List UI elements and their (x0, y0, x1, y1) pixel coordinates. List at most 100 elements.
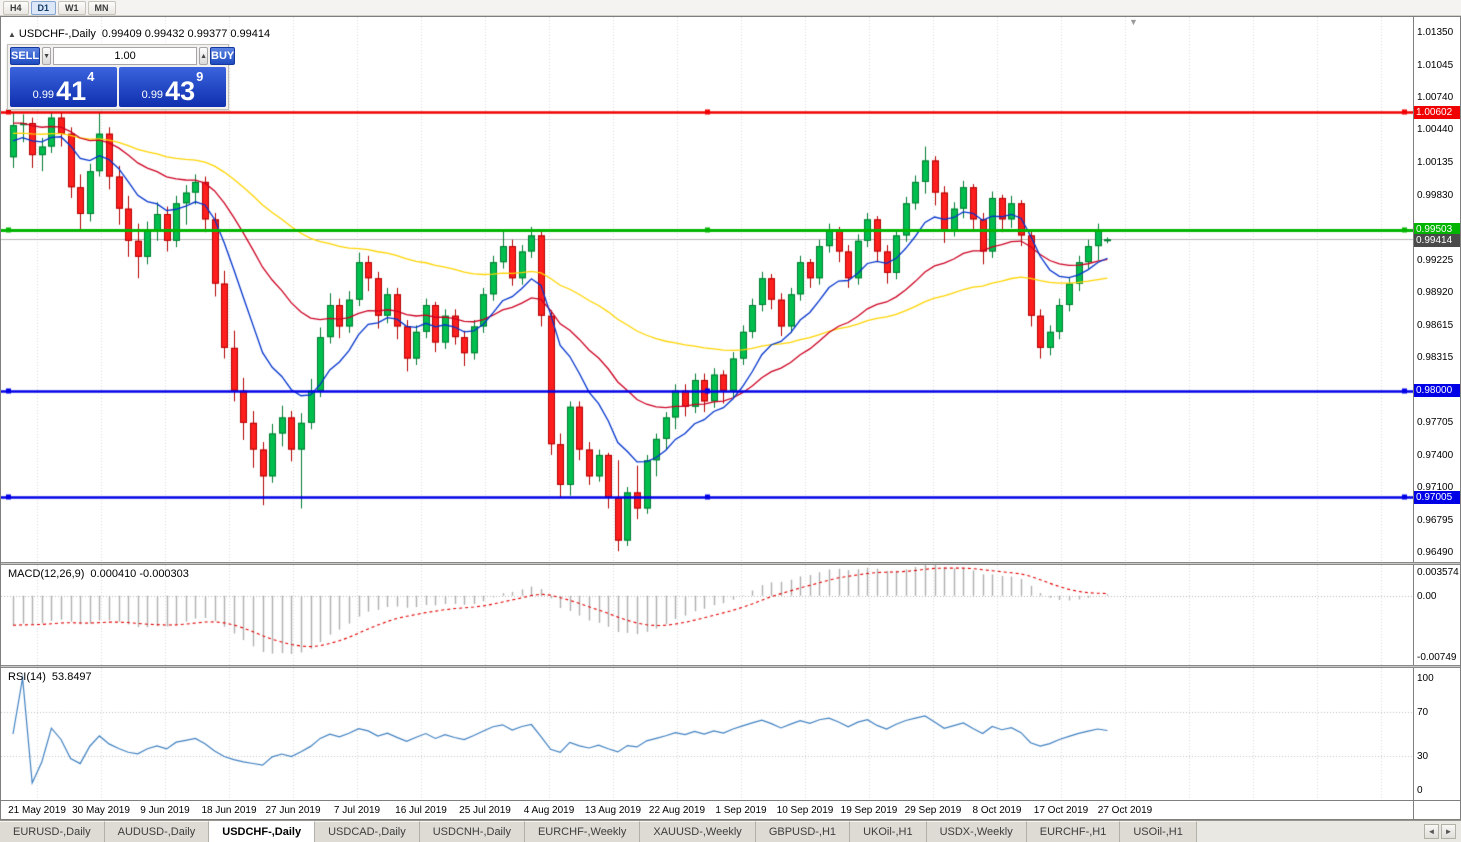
sell-price-prefix: 0.99 (32, 89, 55, 101)
rsi-pane: RSI(14) 53.8497 100 70 30 0 (1, 668, 1460, 800)
pane-separator[interactable] (1, 665, 1460, 668)
macd-scale-tick: 0.003574 (1417, 567, 1459, 578)
date-axis-label: 8 Oct 2019 (972, 805, 1022, 816)
date-axis-label: 10 Sep 2019 (776, 805, 834, 816)
price-scale-tick: 1.00135 (1417, 157, 1454, 169)
price-scale-tick: 0.99830 (1417, 189, 1454, 201)
rsi-scale[interactable]: 100 70 30 0 (1413, 668, 1460, 800)
tabbar-scroll-left-icon[interactable]: ◄ (1424, 824, 1439, 839)
timeframe-mn-button[interactable]: MN (87, 0, 116, 15)
chart-tab-usdcnh-daily[interactable]: USDCNH-,Daily (419, 821, 525, 842)
buy-price-sup: 9 (196, 69, 204, 84)
volume-increase-button[interactable]: ▲ (199, 47, 208, 65)
buy-price-display[interactable]: 0.99 43 9 (119, 67, 226, 107)
date-axis-label: 4 Aug 2019 (523, 805, 575, 816)
chart-tab-gbpusd-h1[interactable]: GBPUSD-,H1 (755, 821, 851, 842)
date-axis-label: 13 Aug 2019 (584, 805, 642, 816)
timeframe-d1-button[interactable]: D1 (30, 0, 57, 15)
date-axis-label: 7 Jul 2019 (333, 805, 381, 816)
buy-button[interactable]: BUY (210, 47, 236, 65)
timeframe-h4-button[interactable]: H4 (3, 0, 29, 15)
macd-values: 0.000410 -0.000303 (90, 568, 189, 580)
price-tag-0.99503: 0.99503 (1414, 223, 1460, 237)
price-scale-tick: 0.98920 (1417, 287, 1454, 299)
price-scale-tick: 1.01045 (1417, 59, 1454, 71)
buy-price-prefix: 0.99 (141, 89, 164, 101)
price-scale-tick: 0.99225 (1417, 254, 1454, 266)
price-scale[interactable]: 1.01350 1.01045 1.00740 1.00440 1.00135 0.998… (1413, 17, 1460, 562)
price-scale-tick: 0.96795 (1417, 514, 1454, 526)
rsi-value: 53.8497 (51, 671, 92, 683)
price-scale-tick: 1.00740 (1417, 92, 1454, 104)
date-axis-label: 29 Sep 2019 (904, 805, 962, 816)
rsi-scale-tick: 100 (1417, 673, 1434, 684)
macd-label: MACD(12,26,9) 0.000410 -0.000303 (8, 568, 189, 580)
pane-separator[interactable] (1, 562, 1460, 565)
sell-price-sup: 4 (87, 69, 95, 84)
chart-tab-eurusd-daily[interactable]: EURUSD-,Daily (0, 821, 105, 842)
price-scale-tick: 1.01350 (1417, 26, 1454, 38)
buy-price-big: 43 (165, 76, 196, 106)
main-chart-canvas[interactable] (1, 17, 1413, 562)
price-scale-tick: 0.97705 (1417, 417, 1454, 429)
date-axis-label: 25 Jul 2019 (459, 805, 511, 816)
chart-tab-ukoil-h1[interactable]: UKOil-,H1 (850, 821, 927, 842)
price-tag-0.97005: 0.97005 (1414, 490, 1460, 504)
date-axis-label: 27 Oct 2019 (1097, 805, 1153, 816)
chart-tab-eurchf-weekly[interactable]: EURCHF-,Weekly (524, 821, 641, 842)
price-scale-tick: 0.97100 (1417, 482, 1454, 494)
rsi-scale-tick: 0 (1417, 785, 1423, 796)
timeframe-toolbar: H4 D1 W1 MN (0, 0, 1461, 16)
chart-tab-eurchf-h1[interactable]: EURCHF-,H1 (1026, 821, 1121, 842)
chart-tab-usdcad-daily[interactable]: USDCAD-,Daily (315, 821, 420, 842)
volume-decrease-button[interactable]: ▼ (42, 47, 52, 65)
price-pane: ▼ ▲ USDCHF-,Daily 0.99409 0.99432 0.99377 … (1, 17, 1460, 562)
chart-window: ▼ ▲ USDCHF-,Daily 0.99409 0.99432 0.99377 … (0, 16, 1461, 820)
price-scale-tick: 0.97400 (1417, 449, 1454, 461)
sell-price-display[interactable]: 0.99 41 4 (10, 67, 117, 107)
date-axis-label: 19 Sep 2019 (840, 805, 898, 816)
price-scale-tick: 0.98615 (1417, 319, 1454, 331)
macd-pane: MACD(12,26,9) 0.000410 -0.000303 0.003574… (1, 565, 1460, 665)
current-price-tag: 0.99414 (1414, 233, 1460, 247)
chart-symbol-period: USDCHF-,Daily (18, 28, 96, 40)
chart-shift-marker-icon[interactable]: ▼ (1129, 17, 1138, 27)
date-axis-label: 27 Jun 2019 (265, 805, 321, 816)
sell-price-big: 41 (56, 76, 87, 106)
tabbar-scroll-controls: ◄ ► (1419, 821, 1461, 842)
macd-canvas[interactable] (1, 565, 1413, 665)
sell-button[interactable]: SELL (10, 47, 41, 65)
date-axis-label: 21 May 2019 (8, 805, 66, 816)
tabbar-scroll-right-icon[interactable]: ► (1441, 824, 1456, 839)
date-axis-label: 30 May 2019 (72, 805, 130, 816)
axis-corner-divider (1413, 801, 1414, 820)
macd-scale-tick: 0.00 (1417, 590, 1437, 602)
date-axis-label: 17 Oct 2019 (1033, 805, 1089, 816)
date-axis-label: 18 Jun 2019 (201, 805, 257, 816)
one-click-toggle-icon[interactable]: ▲ (8, 30, 16, 39)
volume-input[interactable] (53, 47, 198, 65)
chart-tab-audusd-daily[interactable]: AUDUSD-,Daily (104, 821, 210, 842)
date-axis-label: 16 Jul 2019 (395, 805, 447, 816)
rsi-canvas[interactable] (1, 668, 1413, 800)
chart-tab-usdx-weekly[interactable]: USDX-,Weekly (926, 821, 1027, 842)
rsi-label: RSI(14) 53.8497 (8, 671, 92, 683)
chart-tab-usdchf-daily[interactable]: USDCHF-,Daily (209, 821, 316, 842)
chart-tab-bar: EURUSD-,Daily AUDUSD-,Daily USDCHF-,Daily U… (0, 820, 1461, 842)
price-tag-0.98000: 0.98000 (1414, 384, 1460, 398)
price-scale-tick: 1.00440 (1417, 124, 1454, 136)
date-axis-label: 1 Sep 2019 (715, 805, 767, 816)
chart-tab-xauusd-weekly[interactable]: XAUUSD-,Weekly (640, 821, 756, 842)
chart-tab-usoil-h1[interactable]: USOil-,H1 (1120, 821, 1197, 842)
date-axis-label: 22 Aug 2019 (648, 805, 706, 816)
timeframe-w1-button[interactable]: W1 (58, 0, 86, 15)
rsi-scale-tick: 70 (1417, 706, 1429, 718)
macd-scale[interactable]: 0.003574 0.00 -0.00749 (1413, 565, 1460, 665)
price-scale-tick: 0.98315 (1417, 351, 1454, 363)
price-tag-1.00602: 1.00602 (1414, 105, 1460, 119)
price-scale-tick: 0.96490 (1417, 547, 1454, 559)
chart-title: ▲ USDCHF-,Daily 0.99409 0.99432 0.99377 0.… (8, 28, 270, 40)
date-axis[interactable]: 21 May 2019 30 May 2019 9 Jun 2019 18 Jun 2… (1, 800, 1460, 820)
rsi-scale-tick: 30 (1417, 751, 1429, 763)
